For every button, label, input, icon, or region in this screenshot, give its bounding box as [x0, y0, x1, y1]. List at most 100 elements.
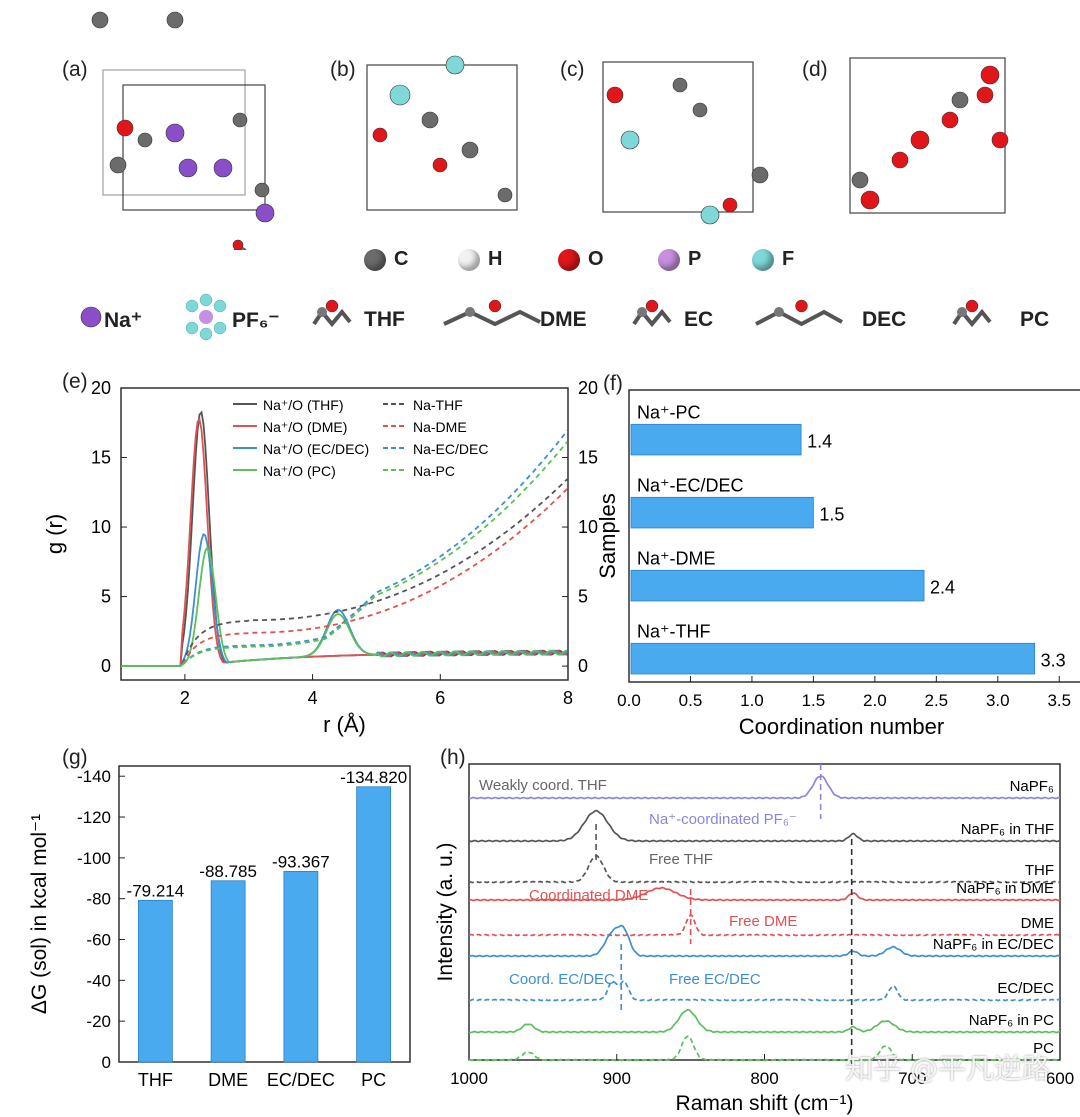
y-tick-label: -80: [86, 890, 111, 909]
y-tick-label: -60: [86, 931, 111, 950]
legend-label: Na⁺/O (EC/DEC): [263, 441, 369, 457]
atom-sphere-34: [991, 131, 1009, 149]
y-tick-label: -140: [77, 767, 111, 786]
raman-trace-5: [468, 924, 1061, 958]
pc-molecule-icon: [952, 299, 992, 328]
raman-trace-2: [468, 854, 1061, 884]
atom-sphere-9: [91, 11, 109, 29]
bar-2: [630, 569, 925, 602]
y-tick-label: 0: [101, 656, 111, 676]
x-tick-label: 2.0: [863, 691, 887, 710]
y-tick-label: 10: [91, 517, 111, 537]
raman-trace-3: [468, 886, 1061, 902]
x-tick-label: 4: [308, 688, 318, 708]
plot-frame-e: [120, 387, 569, 681]
raman-trace-1: [468, 809, 1061, 843]
chart-f-coordination: 0.0 0.5 1.0 1.5 2.0 2.5 3.0 3.5 Coordination num…: [595, 389, 1080, 739]
bar-value-label: 1.4: [807, 431, 832, 451]
atom-legend-label: F: [782, 248, 795, 270]
category-label: DME: [208, 1070, 248, 1090]
atom-f-icon: [752, 248, 774, 271]
bar-1: [210, 880, 246, 1063]
category-label: PC: [361, 1070, 386, 1090]
atom-sphere-8: [254, 182, 270, 198]
atom-o-icon: [558, 248, 580, 271]
bar-value-label: -93.367: [272, 852, 330, 871]
raman-annotation: Free THF: [649, 851, 713, 868]
y2-tick-label: 10: [578, 517, 598, 537]
atom-sphere-32: [860, 190, 880, 210]
atom-sphere-14: [445, 55, 465, 75]
y2-tick-label: 5: [578, 587, 588, 607]
trace-label: EC/DEC: [997, 980, 1054, 997]
md-snapshots: [91, 11, 1009, 250]
x-tick-label: 0.5: [679, 691, 703, 710]
legend-label: Na⁺/O (DME): [263, 419, 347, 435]
molecule-legend-label: THF: [364, 308, 405, 331]
legend-label: Na-THF: [413, 397, 463, 413]
atom-sphere-5: [137, 132, 153, 148]
x-tick-label: 600: [1046, 1069, 1074, 1088]
simulation-box-b: [366, 64, 518, 211]
x-tick-label: 2: [180, 688, 190, 708]
panel-label-g: (g): [62, 746, 88, 769]
raman-trace-6: [469, 980, 1061, 1002]
panel-label-d: (d): [802, 58, 828, 81]
bar-1: [630, 496, 814, 529]
raman-trace-7: [468, 1008, 1061, 1034]
atom-legend-o: O: [558, 248, 604, 271]
y-tick-label: -20: [86, 1012, 111, 1031]
category-label: Na⁺-THF: [637, 621, 711, 641]
atom-sphere-12: [232, 239, 244, 250]
x-tick-label: 1.0: [740, 691, 764, 710]
panel-label-a: (a): [62, 58, 88, 81]
raman-trace-0: [468, 775, 1060, 800]
atom-legend-label: C: [394, 248, 409, 270]
molecule-legend-label: Na⁺: [104, 309, 142, 332]
atom-sphere-27: [980, 65, 1000, 85]
series-line-6: [121, 429, 569, 668]
y-tick-label: 15: [91, 448, 111, 468]
x-tick-label: 1.5: [802, 691, 826, 710]
atom-sphere-22: [606, 86, 624, 104]
series-line-4: [121, 478, 569, 668]
chart-g-solvation: -140 -120 -100 -80 -60 -40 -20 0 ΔG (sol) in kca…: [28, 765, 411, 1090]
sodium-ion-icon: [80, 306, 102, 328]
category-label: Na⁺-EC/DEC: [637, 475, 744, 495]
panel-label-e: (e): [62, 370, 88, 393]
atom-sphere-26: [722, 197, 738, 213]
y-tick-label: -40: [86, 971, 111, 990]
simulation-box-a: [102, 69, 266, 211]
atom-sphere-4: [116, 119, 134, 137]
category-label: Na⁺-PC: [637, 402, 701, 422]
atom-sphere-1: [178, 158, 198, 178]
legend-label: Na-DME: [413, 419, 467, 435]
atom-sphere-10: [166, 11, 184, 29]
atom-sphere-18: [497, 187, 513, 203]
dme-molecule-icon: [443, 299, 541, 327]
trace-label: THF: [1025, 862, 1054, 879]
x-tick-label: 2.5: [925, 691, 949, 710]
x-tick-label: 700: [898, 1069, 926, 1088]
bar-value-label: 3.3: [1041, 650, 1066, 670]
bar-value-label: -88.785: [199, 862, 257, 881]
x-axis-label: Coordination number: [739, 714, 944, 739]
bar-value-label: 2.4: [930, 577, 955, 597]
x-tick-label: 1000: [450, 1069, 488, 1088]
molecule-legend-label: DME: [540, 308, 587, 331]
y-tick-label: -100: [77, 849, 111, 868]
y2-tick-label: 20: [578, 378, 598, 398]
atom-legend-label: P: [688, 248, 702, 270]
atom-sphere-35: [951, 91, 969, 109]
atom-sphere-6: [109, 156, 127, 174]
bar-value-label: 1.5: [819, 504, 844, 524]
bar-3: [630, 642, 1036, 675]
trace-label: DME: [1021, 915, 1054, 932]
bar-0: [137, 899, 173, 1063]
atom-sphere-0: [165, 123, 185, 143]
atom-legend-h: H: [458, 248, 502, 271]
plot-frame-f: [628, 389, 1080, 683]
raman-annotation: Free DME: [729, 913, 797, 930]
y2-tick-label: 0: [578, 656, 588, 676]
atom-legend-label: H: [488, 248, 503, 270]
